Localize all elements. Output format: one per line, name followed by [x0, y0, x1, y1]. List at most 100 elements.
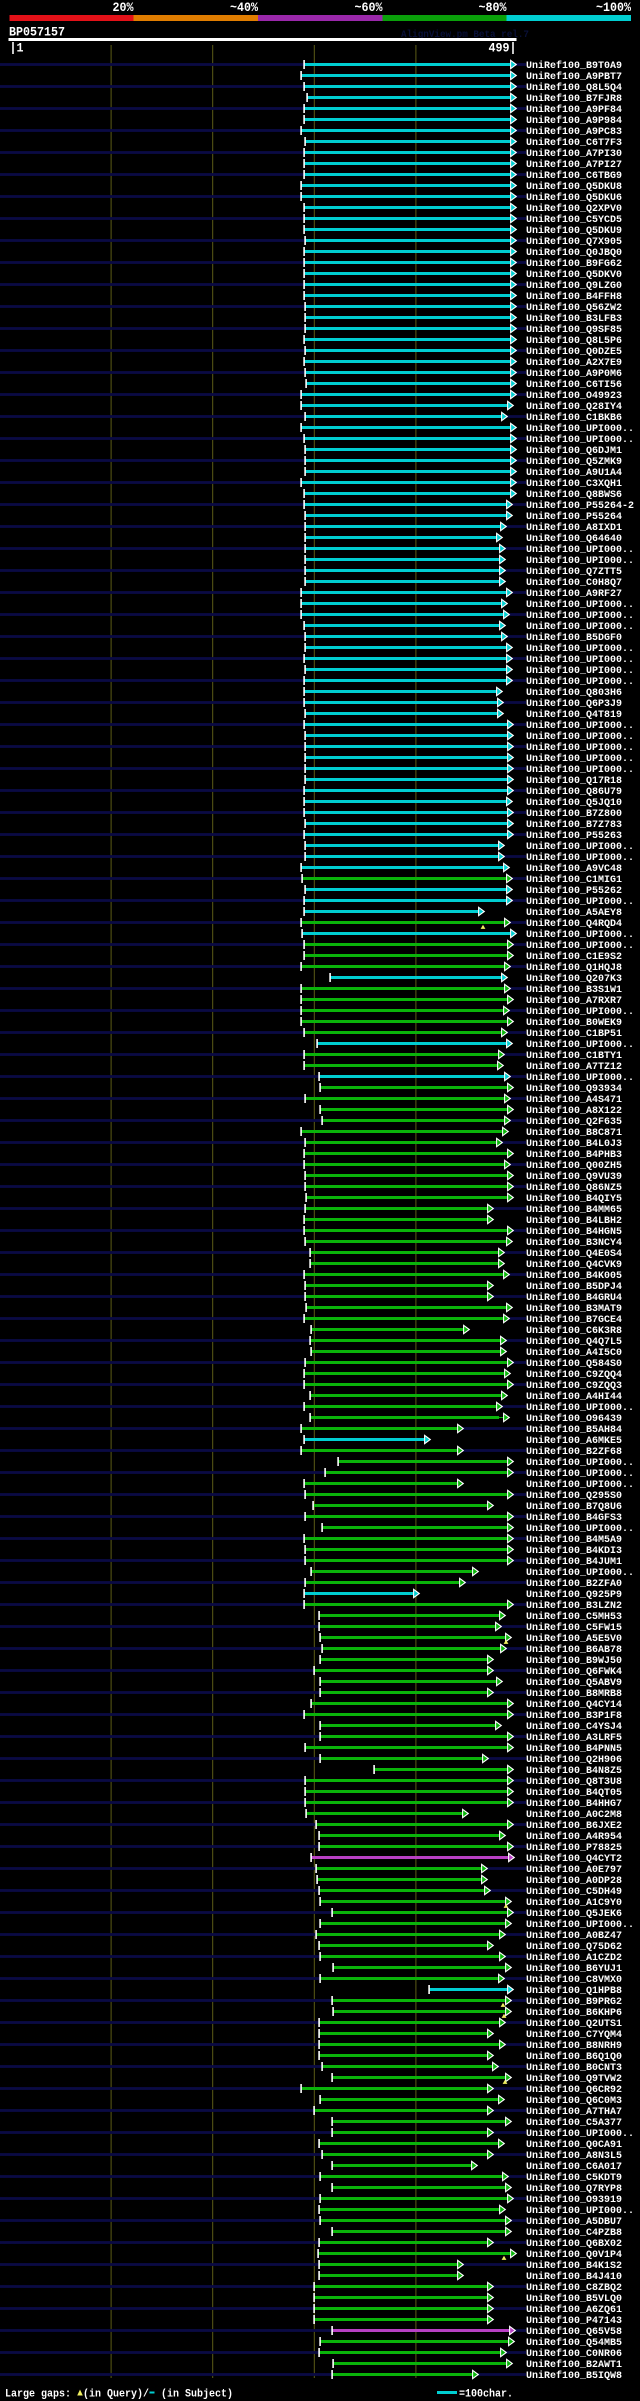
svg-text:UniRef100_Q6P3J9: UniRef100_Q6P3J9 — [526, 698, 622, 710]
svg-text:UniRef100_B3NCY4: UniRef100_B3NCY4 — [526, 1237, 622, 1249]
svg-text:UniRef100_UPI000..: UniRef100_UPI000.. — [526, 1523, 634, 1535]
svg-text:UniRef100_Q1HPB8: UniRef100_Q1HPB8 — [526, 1985, 622, 1997]
svg-text:UniRef100_A4S471: UniRef100_A4S471 — [526, 1094, 622, 1106]
svg-text:UniRef100_Q5JQ10: UniRef100_Q5JQ10 — [526, 797, 622, 809]
svg-text:UniRef100_B8MRB8: UniRef100_B8MRB8 — [526, 1688, 622, 1700]
svg-text:UniRef100_C1BP51: UniRef100_C1BP51 — [526, 1028, 622, 1040]
svg-text:UniRef100_UPI000..: UniRef100_UPI000.. — [526, 676, 634, 688]
svg-text:UniRef100_A7THA7: UniRef100_A7THA7 — [526, 2106, 622, 2118]
svg-text:UniRef100_Q9SF85: UniRef100_Q9SF85 — [526, 324, 622, 336]
svg-text:UniRef100_UPI000..: UniRef100_UPI000.. — [526, 1039, 634, 1051]
svg-text:UniRef100_Q17R18: UniRef100_Q17R18 — [526, 775, 622, 787]
svg-text:UniRef100_A5E5V0: UniRef100_A5E5V0 — [526, 1633, 622, 1645]
svg-text:UniRef100_Q75D62: UniRef100_Q75D62 — [526, 1941, 622, 1953]
svg-text:UniRef100_C8ZBQ2: UniRef100_C8ZBQ2 — [526, 2282, 622, 2294]
svg-text:=100char.: =100char. — [459, 2389, 513, 2401]
svg-text:UniRef100_UPI000..: UniRef100_UPI000.. — [526, 621, 634, 633]
svg-text:UniRef100_UPI000..: UniRef100_UPI000.. — [526, 665, 634, 677]
svg-text:UniRef100_B9PRG2: UniRef100_B9PRG2 — [526, 1996, 622, 2008]
svg-text:UniRef100_B4LBH2: UniRef100_B4LBH2 — [526, 1215, 622, 1227]
svg-text:UniRef100_Q00ZH5: UniRef100_Q00ZH5 — [526, 1160, 622, 1172]
svg-text:UniRef100_C6K3R8: UniRef100_C6K3R8 — [526, 1325, 622, 1337]
svg-text:UniRef100_B4HHG7: UniRef100_B4HHG7 — [526, 1798, 622, 1810]
svg-text:UniRef100_Q8L5P6: UniRef100_Q8L5P6 — [526, 335, 622, 347]
svg-text:UniRef100_Q8T3U8: UniRef100_Q8T3U8 — [526, 1776, 622, 1788]
svg-text:UniRef100_Q7ZTT5: UniRef100_Q7ZTT5 — [526, 566, 622, 578]
svg-text:UniRef100_Q28IY4: UniRef100_Q28IY4 — [526, 401, 622, 413]
svg-text:|1: |1 — [10, 41, 24, 56]
svg-text:UniRef100_Q5DKV0: UniRef100_Q5DKV0 — [526, 269, 622, 281]
svg-text:UniRef100_C4YSJ4: UniRef100_C4YSJ4 — [526, 1721, 622, 1733]
svg-text:UniRef100_UPI000..: UniRef100_UPI000.. — [526, 1919, 634, 1931]
svg-text:UniRef100_UPI000..: UniRef100_UPI000.. — [526, 555, 634, 567]
svg-text:UniRef100_C1BKB6: UniRef100_C1BKB6 — [526, 412, 622, 424]
svg-text:UniRef100_C5MH53: UniRef100_C5MH53 — [526, 1611, 622, 1623]
svg-text:UniRef100_A1CZD2: UniRef100_A1CZD2 — [526, 1952, 622, 1964]
svg-text:UniRef100_Q86U79: UniRef100_Q86U79 — [526, 786, 622, 798]
svg-text:Large gaps:: Large gaps: — [5, 2389, 71, 2401]
svg-text:UniRef100_A0DP28: UniRef100_A0DP28 — [526, 1875, 622, 1887]
svg-text:UniRef100_Q4RQD4: UniRef100_Q4RQD4 — [526, 918, 622, 930]
svg-text:UniRef100_A7RXR7: UniRef100_A7RXR7 — [526, 995, 622, 1007]
svg-text:UniRef100_UPI000..: UniRef100_UPI000.. — [526, 610, 634, 622]
svg-text:UniRef100_C8VMX0: UniRef100_C8VMX0 — [526, 1974, 622, 1986]
svg-text:UniRef100_B4QIY5: UniRef100_B4QIY5 — [526, 1193, 622, 1205]
svg-text:UniRef100_Q5DKU6: UniRef100_Q5DKU6 — [526, 192, 622, 204]
svg-text:UniRef100_Q803H6: UniRef100_Q803H6 — [526, 687, 622, 699]
svg-text:UniRef100_C9ZQQ3: UniRef100_C9ZQQ3 — [526, 1380, 622, 1392]
svg-text:UniRef100_C5DH49: UniRef100_C5DH49 — [526, 1886, 622, 1898]
svg-text:UniRef100_C6A017: UniRef100_C6A017 — [526, 2161, 622, 2173]
svg-text:UniRef100_Q6FWK4: UniRef100_Q6FWK4 — [526, 1666, 622, 1678]
svg-text:UniRef100_C1BTY1: UniRef100_C1BTY1 — [526, 1050, 622, 1062]
svg-text:UniRef100_UPI000..: UniRef100_UPI000.. — [526, 434, 634, 446]
svg-text:UniRef100_O93919: UniRef100_O93919 — [526, 2194, 622, 2206]
svg-text:UniRef100_Q4CVK9: UniRef100_Q4CVK9 — [526, 1259, 622, 1271]
svg-text:UniRef100_C5A377: UniRef100_C5A377 — [526, 2117, 622, 2129]
svg-text:UniRef100_B4FFH8: UniRef100_B4FFH8 — [526, 291, 622, 303]
svg-text:UniRef100_A9PBT7: UniRef100_A9PBT7 — [526, 71, 622, 83]
svg-text:UniRef100_B4PNN5: UniRef100_B4PNN5 — [526, 1743, 622, 1755]
svg-text:UniRef100_Q56ZW2: UniRef100_Q56ZW2 — [526, 302, 622, 314]
svg-text:UniRef100_B3LZN2: UniRef100_B3LZN2 — [526, 1600, 622, 1612]
svg-text:UniRef100_Q4CY14: UniRef100_Q4CY14 — [526, 1699, 622, 1711]
svg-text:~40%: ~40% — [230, 0, 258, 15]
svg-text:UniRef100_Q64640: UniRef100_Q64640 — [526, 533, 622, 545]
svg-text:UniRef100_Q207K3: UniRef100_Q207K3 — [526, 973, 622, 985]
svg-text:UniRef100_Q4Q7L5: UniRef100_Q4Q7L5 — [526, 1336, 622, 1348]
svg-text:UniRef100_O96439: UniRef100_O96439 — [526, 1413, 622, 1425]
svg-text:UniRef100_Q0CA91: UniRef100_Q0CA91 — [526, 2139, 622, 2151]
svg-text:~80%: ~80% — [479, 0, 507, 15]
svg-text:UniRef100_C0H8Q7: UniRef100_C0H8Q7 — [526, 577, 622, 589]
svg-text:UniRef100_Q5ZMK9: UniRef100_Q5ZMK9 — [526, 456, 622, 468]
svg-text:UniRef100_Q584S0: UniRef100_Q584S0 — [526, 1358, 622, 1370]
svg-text:UniRef100_A2X7E9: UniRef100_A2X7E9 — [526, 357, 622, 369]
svg-text:UniRef100_A5DBU7: UniRef100_A5DBU7 — [526, 2216, 622, 2228]
svg-text:UniRef100_A5AEY8: UniRef100_A5AEY8 — [526, 907, 622, 919]
svg-text:UniRef100_Q295S0: UniRef100_Q295S0 — [526, 1490, 622, 1502]
svg-text:UniRef100_Q4E0S4: UniRef100_Q4E0S4 — [526, 1248, 622, 1260]
svg-text:UniRef100_C6TBG9: UniRef100_C6TBG9 — [526, 170, 622, 182]
svg-text:UniRef100_A8IXD1: UniRef100_A8IXD1 — [526, 522, 622, 534]
svg-text:UniRef100_Q5DKU9: UniRef100_Q5DKU9 — [526, 225, 622, 237]
svg-text:UniRef100_A4R954: UniRef100_A4R954 — [526, 1831, 622, 1843]
svg-text:UniRef100_B7Z783: UniRef100_B7Z783 — [526, 819, 622, 831]
svg-text:~60%: ~60% — [355, 0, 383, 15]
svg-text:UniRef100_Q9VU39: UniRef100_Q9VU39 — [526, 1171, 622, 1183]
svg-text:UniRef100_UPI000..: UniRef100_UPI000.. — [526, 852, 634, 864]
svg-text:UniRef100_UPI000..: UniRef100_UPI000.. — [526, 720, 634, 732]
svg-text:UniRef100_A4HI44: UniRef100_A4HI44 — [526, 1391, 622, 1403]
svg-text:UniRef100_C3XQH1: UniRef100_C3XQH1 — [526, 478, 622, 490]
svg-text:UniRef100_B4K1S2: UniRef100_B4K1S2 — [526, 2260, 622, 2272]
svg-text:UniRef100_B6AB78: UniRef100_B6AB78 — [526, 1644, 622, 1656]
svg-text:UniRef100_B7Q8U6: UniRef100_B7Q8U6 — [526, 1501, 622, 1513]
svg-text:UniRef100_B4QT05: UniRef100_B4QT05 — [526, 1787, 622, 1799]
svg-text:UniRef100_UPI000..: UniRef100_UPI000.. — [526, 2128, 634, 2140]
svg-text:UniRef100_A3LRF5: UniRef100_A3LRF5 — [526, 1732, 622, 1744]
svg-text:UniRef100_O49923: UniRef100_O49923 — [526, 390, 622, 402]
svg-text:UniRef100_UPI000..: UniRef100_UPI000.. — [526, 599, 634, 611]
svg-text:UniRef100_UPI000..: UniRef100_UPI000.. — [526, 841, 634, 853]
svg-text:UniRef100_UPI000..: UniRef100_UPI000.. — [526, 940, 634, 952]
svg-text:UniRef100_A9U1A4: UniRef100_A9U1A4 — [526, 467, 622, 479]
svg-text:UniRef100_Q9TVW2: UniRef100_Q9TVW2 — [526, 2073, 622, 2085]
svg-text:UniRef100_A9PC83: UniRef100_A9PC83 — [526, 126, 622, 138]
